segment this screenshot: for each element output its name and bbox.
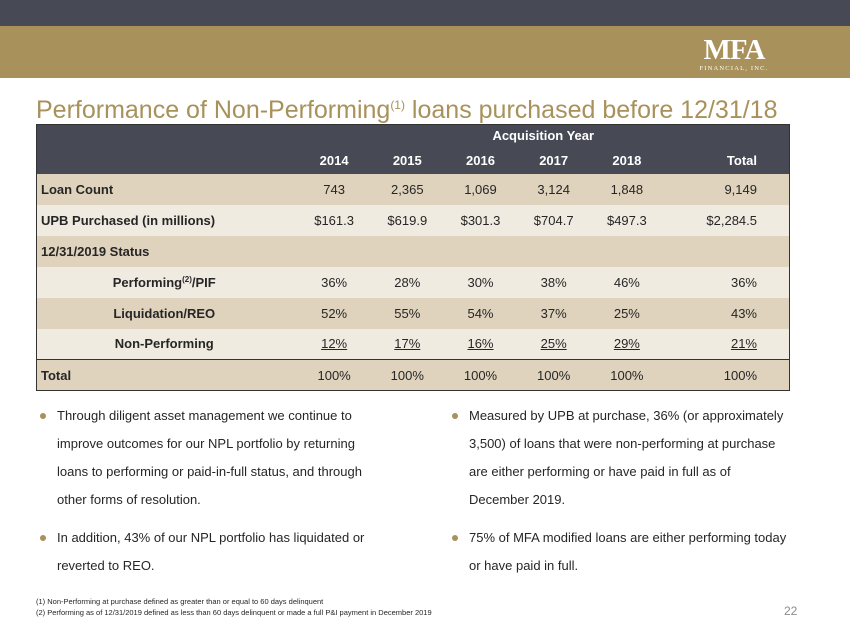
table-cell: 100%: [590, 359, 664, 391]
title-rest: loans purchased before 12/31/18: [404, 96, 778, 124]
table-cell: $301.3: [443, 204, 518, 236]
row-label: Total: [36, 359, 298, 391]
bullet-item: Measured by UPB at purchase, 36% (or app…: [452, 402, 792, 514]
bullet-dot-icon: [452, 413, 458, 419]
table-cell-total: 9,149: [663, 173, 790, 205]
table-row-liquidation: Liquidation/REO 52% 55% 54% 37% 25% 43%: [36, 297, 790, 329]
bullet-text: In addition, 43% of our NPL portfolio ha…: [57, 530, 365, 573]
table-cell: $619.9: [370, 204, 444, 236]
table-cell: 100%: [297, 359, 371, 391]
table-cell: 12%: [321, 336, 348, 352]
performance-table: Acquisition Year 2014 2015 2016 2017 201…: [36, 124, 790, 391]
table-cell: 1,848: [590, 173, 664, 205]
table-row-loan-count: Loan Count 743 2,365 1,069 3,124 1,848 9…: [36, 173, 790, 205]
bullet-item: Through diligent asset management we con…: [40, 402, 380, 514]
bullet-dot-icon: [452, 535, 458, 541]
table-cell: 100%: [370, 359, 444, 391]
table-cell: 16%: [467, 336, 494, 352]
row-label: Performing(2)/PIF: [36, 266, 298, 298]
table-cell: 3,124: [517, 173, 591, 205]
table-cell-total: 36%: [663, 266, 790, 298]
column-header: 2015: [370, 146, 444, 174]
bullet-text: Measured by UPB at purchase, 36% (or app…: [469, 408, 784, 507]
bullet-item: In addition, 43% of our NPL portfolio ha…: [40, 524, 380, 580]
row-label: UPB Purchased (in millions): [36, 204, 298, 236]
table-row-performing: Performing(2)/PIF 36% 28% 30% 38% 46% 36…: [36, 266, 790, 298]
table-cell-total: 100%: [663, 359, 790, 391]
table-cell: 38%: [517, 266, 591, 298]
row-label: Liquidation/REO: [36, 297, 298, 329]
table-header-row: 2014 2015 2016 2017 2018 Total: [36, 146, 790, 174]
column-header-total: Total: [663, 146, 790, 174]
table-cell: 29%: [613, 336, 640, 352]
table-cell: 25%: [540, 336, 567, 352]
footnotes: (1) Non-Performing at purchase defined a…: [36, 596, 432, 618]
table-row-total: Total 100% 100% 100% 100% 100% 100%: [36, 359, 790, 391]
table-cell: 54%: [443, 297, 518, 329]
table-cell: 36%: [297, 266, 371, 298]
row-footnote-ref: (2): [182, 274, 192, 284]
table-cell: 1,069: [443, 173, 518, 205]
table-cell: 17%: [394, 336, 421, 352]
table-cell: 743: [297, 173, 371, 205]
table-cell: 37%: [517, 297, 591, 329]
mfa-logo: MFA FINANCIAL, INC.: [694, 36, 774, 76]
table-cell: $704.7: [517, 204, 591, 236]
bullet-list-right: Measured by UPB at purchase, 36% (or app…: [452, 402, 792, 590]
bullet-dot-icon: [40, 535, 46, 541]
column-header: 2014: [297, 146, 371, 174]
logo-subtitle: FINANCIAL, INC.: [699, 65, 769, 72]
bullet-text: Through diligent asset management we con…: [57, 408, 362, 507]
row-label: Non-Performing: [36, 328, 298, 360]
table-row-status: 12/31/2019 Status: [36, 235, 790, 267]
table-cell: 28%: [370, 266, 444, 298]
title-footnote-ref: (1): [390, 98, 405, 112]
footnote: (2) Performing as of 12/31/2019 defined …: [36, 608, 432, 617]
table-cell-total: 21%: [730, 336, 757, 352]
table-cell: 100%: [443, 359, 518, 391]
table-cell: $497.3: [590, 204, 664, 236]
row-label: Loan Count: [36, 173, 298, 205]
row-label-text: Performing: [112, 274, 183, 290]
table-cell-total: 43%: [663, 297, 790, 329]
logo-mark: MFA: [703, 34, 766, 66]
table-cell: 30%: [443, 266, 518, 298]
table-cell: 46%: [590, 266, 664, 298]
page-number: 22: [784, 604, 798, 618]
acquisition-year-header: Acquisition Year: [297, 124, 790, 147]
row-label-suffix: /PIF: [191, 274, 216, 290]
column-header: 2017: [517, 146, 591, 174]
header-band: [0, 26, 850, 78]
table-cell: 100%: [517, 359, 591, 391]
top-band: [0, 0, 850, 26]
bullet-dot-icon: [40, 413, 46, 419]
bullet-item: 75% of MFA modified loans are either per…: [452, 524, 792, 580]
page-title: Performance of Non-Performing(1) loans p…: [36, 90, 777, 125]
table-cell: $161.3: [297, 204, 371, 236]
column-header: 2018: [590, 146, 664, 174]
table-row-non-performing: Non-Performing 12% 17% 16% 25% 29% 21%: [36, 328, 790, 360]
title-main: Performance of Non-Performing: [36, 96, 391, 124]
table-cell: 25%: [590, 297, 664, 329]
table-row-upb: UPB Purchased (in millions) $161.3 $619.…: [36, 204, 790, 236]
table-cell: 55%: [370, 297, 444, 329]
table-cell: 52%: [297, 297, 371, 329]
row-label: 12/31/2019 Status: [36, 235, 298, 267]
column-header: 2016: [443, 146, 518, 174]
bullet-list-left: Through diligent asset management we con…: [40, 402, 380, 590]
bullet-text: 75% of MFA modified loans are either per…: [469, 530, 787, 573]
footnote: (1) Non-Performing at purchase defined a…: [36, 597, 324, 606]
table-cell-total: $2,284.5: [663, 204, 790, 236]
table-group-header-row: Acquisition Year: [36, 124, 790, 147]
table-cell: 2,365: [370, 173, 444, 205]
